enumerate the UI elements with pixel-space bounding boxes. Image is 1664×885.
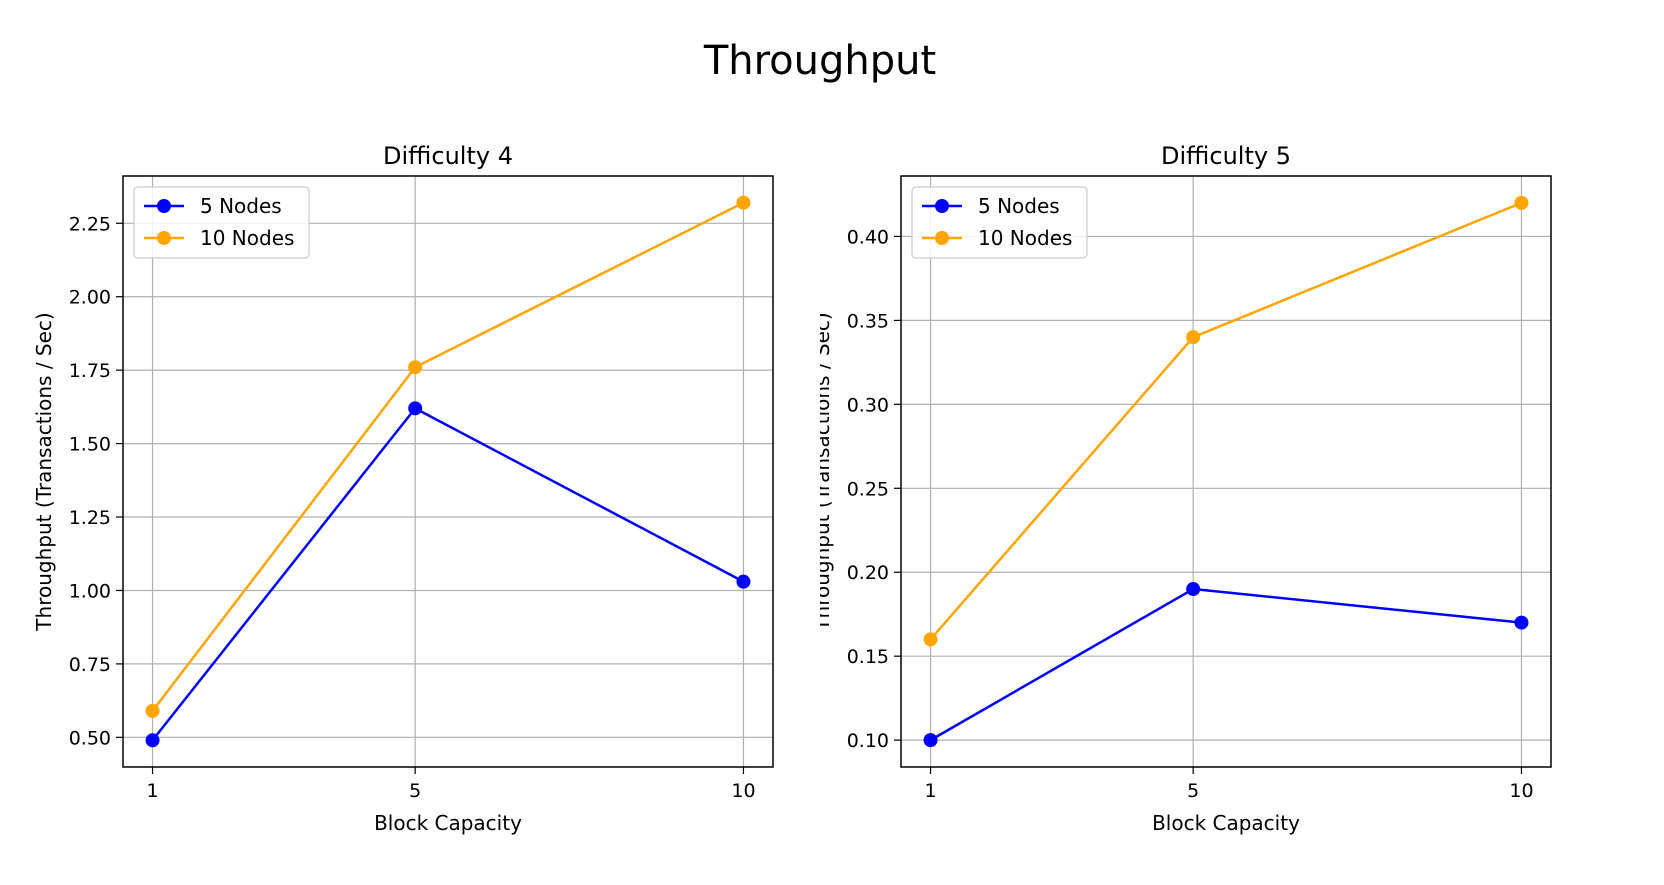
legend-label: 5 Nodes (200, 194, 282, 218)
data-point (1186, 582, 1201, 597)
data-point (923, 632, 938, 647)
x-tick-label: 1 (924, 780, 936, 802)
y-tick-label: 0.10 (847, 730, 889, 752)
data-point (408, 401, 423, 416)
chart-title: Difficulty 4 (383, 142, 513, 170)
series-line (151, 201, 745, 712)
y-tick-label: 2.25 (69, 213, 111, 235)
legend-marker (935, 231, 949, 245)
x-axis-label: Block Capacity (1152, 811, 1300, 835)
data-point (1514, 195, 1529, 210)
chart-difficulty-5: 1 5 10 0.10 0.15 0.20 0.25 0.30 0.35 0.40 Difficul… (820, 142, 1552, 835)
legend-label: 5 Nodes (978, 194, 1060, 218)
legend: 5 Nodes 10 Nodes (911, 186, 1088, 259)
y-tick-label: 0.25 (847, 478, 889, 500)
data-point (736, 195, 751, 210)
series-line (929, 201, 1522, 641)
legend-marker (157, 199, 171, 213)
legend-marker (935, 199, 949, 213)
data-point (408, 360, 423, 375)
y-tick-label: 0.35 (847, 310, 889, 332)
legend-label: 10 Nodes (978, 226, 1072, 250)
data-point (145, 733, 160, 748)
data-point (923, 733, 938, 748)
figure-title: Throughput (703, 38, 937, 84)
data-point (145, 703, 160, 718)
chart-title: Difficulty 5 (1161, 142, 1291, 170)
data-point (1514, 615, 1529, 630)
y-tick-label: 2.00 (69, 287, 111, 309)
x-tick-label: 10 (731, 780, 755, 802)
x-tick-label: 5 (1187, 780, 1199, 802)
y-tick-label: 0.30 (847, 394, 889, 416)
y-tick-label: 1.25 (69, 507, 111, 529)
x-tick-label: 10 (1509, 780, 1533, 802)
y-tick-label: 0.15 (847, 646, 889, 668)
y-axis-label: Throughput (Transactions / Sec) (32, 312, 56, 631)
legend-marker (157, 231, 171, 245)
series-line (151, 407, 745, 742)
legend: 5 Nodes 10 Nodes (133, 186, 310, 259)
x-tick-label: 1 (146, 780, 158, 802)
y-tick-label: 1.50 (69, 434, 111, 456)
y-tick-label: 1.75 (69, 360, 111, 382)
y-tick-label: 0.40 (847, 226, 889, 248)
y-axis-label: Throughput (Transactions / Sec) (820, 312, 834, 631)
y-tick-label: 0.50 (69, 727, 111, 749)
y-tick-label: 0.20 (847, 562, 889, 584)
data-point (1186, 330, 1201, 345)
axes-frame (900, 175, 1552, 768)
chart-difficulty-4: 1 5 10 0.50 0.75 1.00 1.25 1.50 1.75 2.00 2.25 Diff… (32, 142, 774, 835)
x-tick-label: 5 (409, 780, 421, 802)
y-tick-label: 0.75 (69, 654, 111, 676)
y-tick-label: 1.00 (69, 580, 111, 602)
data-point (736, 574, 751, 589)
legend-label: 10 Nodes (200, 226, 294, 250)
x-axis-label: Block Capacity (374, 811, 522, 835)
series-line (929, 587, 1522, 742)
axes-frame (122, 175, 774, 768)
